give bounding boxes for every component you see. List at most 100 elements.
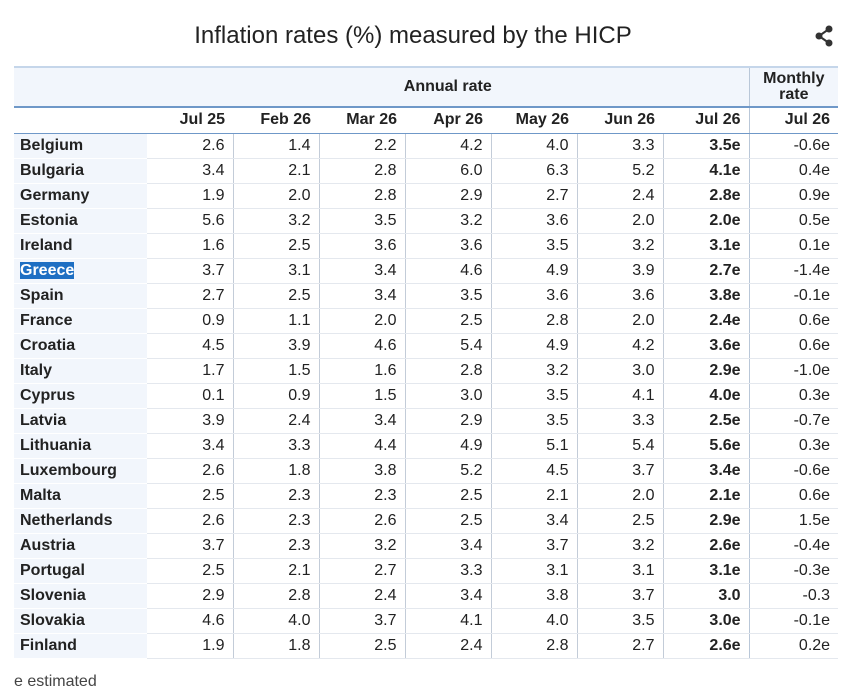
country-name: Slovakia	[20, 611, 85, 629]
country-cell: Netherlands	[14, 508, 147, 534]
annual-rate-cell: 3.9	[577, 258, 664, 284]
annual-rate-cell: 3.1	[491, 558, 578, 584]
month-header: Jul 25	[147, 107, 233, 134]
country-name: Estonia	[20, 211, 78, 229]
annual-rate-cell: 3.4	[319, 408, 406, 434]
annual-rate-cell: 2.1	[233, 558, 320, 584]
annual-rate-cell: 3.4	[147, 433, 234, 459]
monthly-rate-cell: 0.3e	[748, 383, 839, 409]
country-cell: Austria	[14, 533, 147, 559]
annual-rate-cell: 2.6	[147, 458, 234, 484]
country-name: Germany	[20, 186, 90, 204]
annual-rate-cell: 3.0	[405, 383, 492, 409]
annual-rate-cell: 3.5	[405, 283, 492, 309]
annual-rate-cell: 3.7	[577, 583, 664, 609]
annual-rate-cell: 1.7	[147, 358, 234, 384]
annual-rate-cell: 3.4	[405, 583, 492, 609]
annual-rate-cell: 2.0	[577, 483, 664, 509]
table-row: Spain 2.7 2.5 3.4 3.5 3.6 3.6 3.8e -0.1e	[14, 283, 839, 309]
monthly-rate-cell: 0.9e	[748, 183, 839, 209]
annual-rate-cell: 4.9	[405, 433, 492, 459]
annual-rate-cell: 1.9	[147, 183, 234, 209]
country-name: Netherlands	[20, 511, 113, 529]
annual-rate-cell: 2.2	[319, 133, 406, 159]
table-row: Latvia 3.9 2.4 3.4 2.9 3.5 3.3 2.5e -0.7e	[14, 408, 839, 434]
annual-rate-cell: 4.9	[491, 333, 578, 359]
annual-rate-cell: 1.5	[319, 383, 406, 409]
annual-rate-cell: 1.4	[233, 133, 320, 159]
country-name: Lithuania	[20, 436, 92, 454]
monthly-rate-cell: 0.2e	[748, 633, 839, 659]
country-cell: Malta	[14, 483, 147, 509]
month-header: Mar 26	[319, 107, 405, 134]
annual-rate-cell: 3.5	[491, 408, 578, 434]
footnote: e estimated	[14, 673, 97, 690]
country-cell: Portugal	[14, 558, 147, 584]
annual-rate-cell: 2.4	[319, 583, 406, 609]
annual-rate-cell: 2.7	[147, 283, 234, 309]
annual-rate-cell: 5.2	[405, 458, 492, 484]
country-cell: Germany	[14, 183, 147, 209]
latest-annual-rate-cell: 2.4e	[663, 308, 750, 334]
annual-rate-cell: 3.1	[577, 558, 664, 584]
country-cell: Greece	[14, 258, 147, 284]
annual-rate-cell: 3.6	[577, 283, 664, 309]
annual-rate-cell: 3.6	[319, 233, 406, 259]
annual-rate-cell: 2.5	[147, 483, 234, 509]
monthly-rate-cell: -0.6e	[748, 133, 839, 159]
annual-rate-cell: 2.4	[577, 183, 664, 209]
annual-rate-cell: 2.5	[405, 508, 492, 534]
annual-rate-cell: 4.5	[491, 458, 578, 484]
annual-rate-cell: 3.2	[577, 233, 664, 259]
annual-rate-cell: 2.9	[405, 408, 492, 434]
annual-rate-cell: 2.5	[233, 233, 320, 259]
annual-rate-cell: 3.2	[233, 208, 320, 234]
annual-rate-cell: 2.8	[405, 358, 492, 384]
latest-annual-rate-cell: 3.4e	[663, 458, 750, 484]
annual-rate-cell: 2.7	[491, 183, 578, 209]
country-name: Luxembourg	[20, 461, 117, 479]
country-cell: Bulgaria	[14, 158, 147, 184]
annual-rate-cell: 0.1	[147, 383, 234, 409]
annual-rate-cell: 4.0	[491, 608, 578, 634]
annual-rate-cell: 2.7	[319, 558, 406, 584]
annual-rate-cell: 2.5	[405, 308, 492, 334]
annual-rate-cell: 2.3	[233, 508, 320, 534]
monthly-rate-cell: 0.4e	[748, 158, 839, 184]
table-row: Bulgaria 3.4 2.1 2.8 6.0 6.3 5.2 4.1e 0.4e	[14, 158, 839, 184]
monthly-rate-cell: 0.6e	[748, 308, 839, 334]
table-row: Belgium 2.6 1.4 2.2 4.2 4.0 3.3 3.5e -0.6e	[14, 133, 839, 159]
table-row: Cyprus 0.1 0.9 1.5 3.0 3.5 4.1 4.0e 0.3e	[14, 383, 839, 409]
latest-annual-rate-cell: 2.7e	[663, 258, 750, 284]
annual-rate-cell: 2.1	[491, 483, 578, 509]
country-cell: Estonia	[14, 208, 147, 234]
latest-annual-rate-cell: 3.5e	[663, 133, 750, 159]
monthly-rate-cell: -0.6e	[748, 458, 839, 484]
latest-annual-rate-cell: 3.8e	[663, 283, 750, 309]
latest-annual-rate-cell: 5.6e	[663, 433, 750, 459]
country-name: Bulgaria	[20, 161, 85, 179]
latest-annual-rate-cell: 2.9e	[663, 508, 750, 534]
country-name: Malta	[20, 486, 61, 504]
country-name: Finland	[20, 636, 77, 654]
annual-rate-cell: 4.0	[233, 608, 320, 634]
annual-rate-cell: 1.6	[147, 233, 234, 259]
table-row: Lithuania 3.4 3.3 4.4 4.9 5.1 5.4 5.6e 0.3e	[14, 433, 839, 459]
country-cell: Ireland	[14, 233, 147, 259]
annual-rate-cell: 2.6	[147, 133, 234, 159]
annual-rate-cell: 2.5	[577, 508, 664, 534]
table-row: Finland 1.9 1.8 2.5 2.4 2.8 2.7 2.6e 0.2e	[14, 633, 839, 659]
monthly-rate-cell: 0.6e	[748, 483, 839, 509]
country-name: Slovenia	[20, 586, 86, 604]
share-icon[interactable]	[812, 24, 836, 48]
annual-rate-cell: 5.1	[491, 433, 578, 459]
annual-rate-cell: 5.4	[577, 433, 664, 459]
annual-rate-cell: 3.3	[405, 558, 492, 584]
table-row: Portugal 2.5 2.1 2.7 3.3 3.1 3.1 3.1e -0.3e	[14, 558, 839, 584]
monthly-rate-cell: -0.4e	[748, 533, 839, 559]
latest-annual-rate-cell: 2.1e	[663, 483, 750, 509]
hicp-table: Annual rate Monthly rate Jul 25 Feb 26 Mar…	[14, 66, 839, 659]
table-title: Inflation rates (%) measured by the HICP	[194, 22, 632, 49]
latest-annual-rate-cell: 2.8e	[663, 183, 750, 209]
annual-rate-cell: 2.5	[319, 633, 406, 659]
